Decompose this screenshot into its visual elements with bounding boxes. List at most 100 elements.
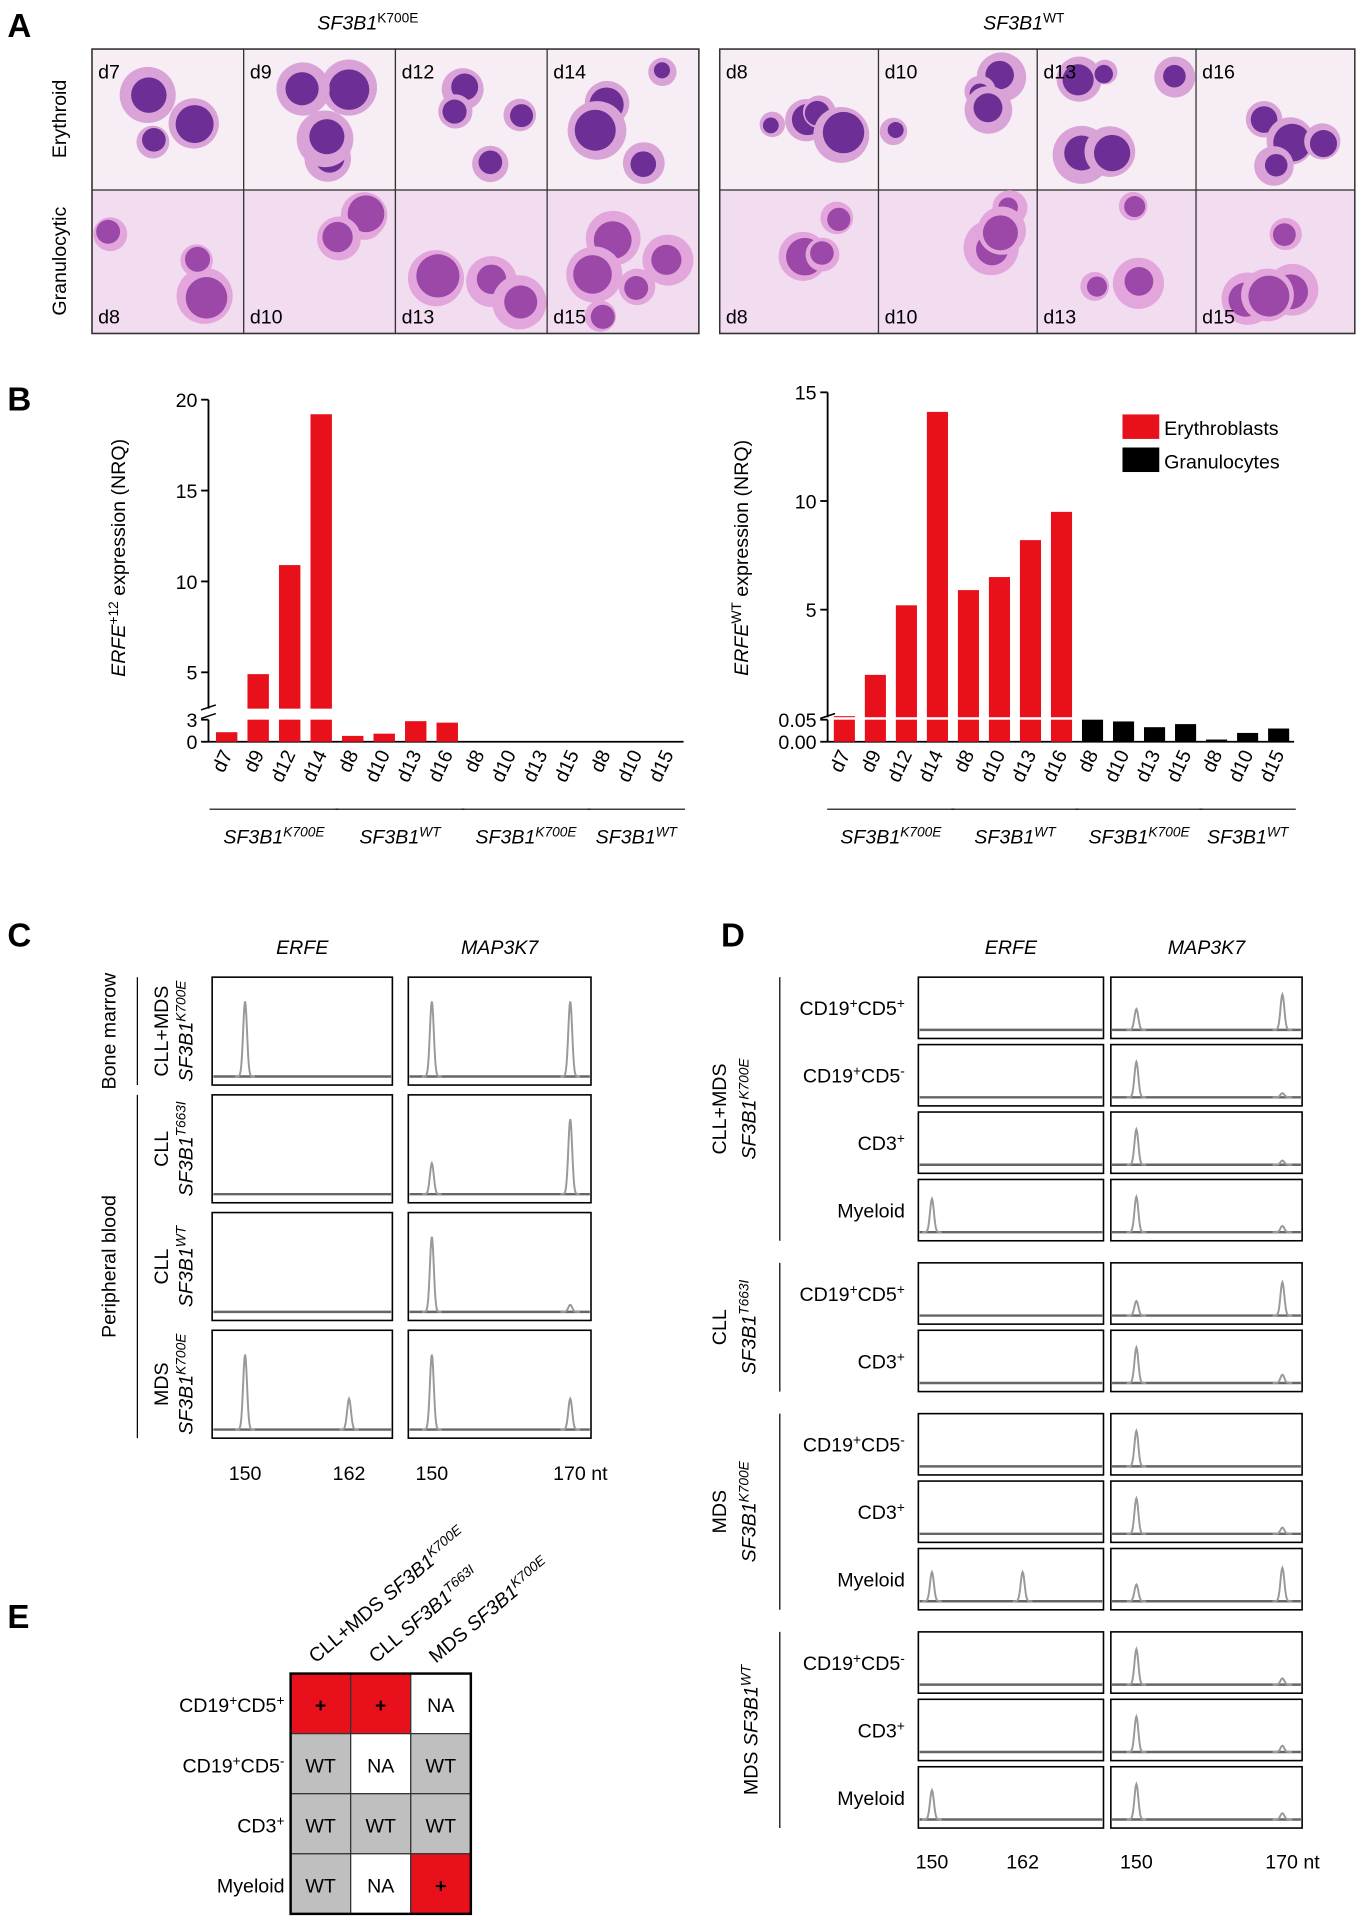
trace-peak <box>1272 1565 1293 1603</box>
text-segment: CD5 <box>861 1435 900 1457</box>
bar <box>833 719 855 742</box>
nucleus <box>887 121 904 138</box>
trace-box <box>407 1094 592 1204</box>
group-label: MDS SF3B1WT <box>738 1663 763 1795</box>
text-segment: - <box>280 1753 285 1768</box>
x-tick-label: d13 <box>519 747 553 786</box>
day-label: d9 <box>250 61 272 83</box>
row-label: CLL <box>151 1131 173 1167</box>
text-segment: K700E <box>377 10 418 25</box>
row-label: CLL+MDS <box>151 986 173 1077</box>
trace-peak <box>922 1196 942 1234</box>
text-segment: CD19 <box>799 998 849 1020</box>
text-segment: Myeloid <box>837 1788 905 1810</box>
row-label: CD19+CD5+ <box>179 1693 284 1717</box>
text-segment: CD5 <box>861 1653 900 1675</box>
trace-peak <box>1272 1224 1293 1234</box>
text-segment: CD5 <box>858 1284 897 1306</box>
bar <box>957 590 979 718</box>
y-tick-label: 0.00 <box>778 732 816 754</box>
legend-label: Granulocytes <box>1164 451 1280 473</box>
y-tick-label: 0 <box>187 732 198 754</box>
text-segment: CD5 <box>241 1755 280 1777</box>
cell-text: NA <box>367 1755 395 1777</box>
nucleus <box>309 119 345 155</box>
cell-text: + <box>435 1875 446 1897</box>
day-label: d8 <box>98 307 120 329</box>
trace-peak <box>560 1303 581 1313</box>
day-label: d8 <box>726 61 748 83</box>
trace-box <box>1110 1480 1303 1544</box>
text-segment: - <box>900 1432 905 1447</box>
nucleus <box>1309 130 1338 158</box>
text-segment: CD3 <box>858 1351 897 1373</box>
trace-box <box>1110 1178 1303 1242</box>
text-segment: + <box>229 1693 237 1708</box>
y-axis-label: ERFEWT expression (NRQ) <box>728 440 753 676</box>
bar <box>247 719 269 742</box>
trace-peak <box>1126 1344 1147 1384</box>
trace-peak <box>1126 1427 1147 1468</box>
nucleus <box>451 73 479 101</box>
trace-peak <box>422 1160 442 1196</box>
text-segment: WT <box>1267 824 1290 839</box>
column-header: MAP3K7 <box>1168 937 1246 959</box>
x-tick-label: d14 <box>914 747 948 786</box>
cell-text: WT <box>426 1815 457 1837</box>
group-label: SF3B1K700E <box>1088 824 1190 848</box>
nucleus <box>442 99 467 124</box>
trace-peak <box>1272 1159 1293 1166</box>
trace-peak <box>1126 1781 1147 1821</box>
trace-box <box>917 1178 1105 1242</box>
text-segment: MDS <box>741 1746 763 1795</box>
text-segment: K700E <box>423 1521 465 1560</box>
x-tick-label: d15 <box>645 747 679 786</box>
nucleus <box>762 117 779 134</box>
cell-text: WT <box>305 1755 336 1777</box>
x-tick-label: d8 <box>460 747 489 776</box>
group-label: SF3B1WT <box>596 824 679 848</box>
text-segment: SF3B1 <box>738 1315 760 1375</box>
column-header: MAP3K7 <box>461 937 539 959</box>
x-tick-label: d8 <box>334 747 363 776</box>
nucleus <box>1062 64 1094 96</box>
bar <box>342 735 364 742</box>
nucleus <box>982 215 1018 251</box>
trace-peak <box>1272 1677 1293 1686</box>
trace-peak <box>560 1396 581 1431</box>
row-label: CD3+ <box>858 1349 905 1374</box>
bar <box>1019 719 1042 742</box>
trace-box <box>917 1698 1105 1762</box>
text-segment: T663I <box>173 1101 188 1136</box>
nucleus <box>328 69 370 110</box>
group-label: SF3B1K700E <box>736 1058 760 1160</box>
text-segment: CLL+MDS <box>709 1063 731 1154</box>
text-segment: + <box>897 1500 905 1515</box>
y-tick-label: 3 <box>187 710 198 732</box>
group-label: SF3B1K700E <box>840 824 942 848</box>
nucleus <box>478 150 503 175</box>
row-label: CD19+CD5+ <box>799 996 904 1021</box>
row-label: SF3B1K700E <box>173 980 197 1082</box>
text-segment: expression (NRQ) <box>108 439 130 601</box>
micrograph-frame <box>718 48 1356 335</box>
trace-box <box>407 1211 592 1322</box>
bar <box>895 605 917 718</box>
x-tick-label: d10 <box>613 747 647 786</box>
text-segment: SF3B1 <box>475 827 535 849</box>
text-segment: SF3B1 <box>738 1100 760 1160</box>
day-label: d7 <box>98 61 120 83</box>
bar <box>864 674 886 718</box>
cell-text: WT <box>426 1755 457 1777</box>
text-segment: CLL <box>709 1309 731 1345</box>
trace-box <box>1110 1111 1303 1175</box>
bar <box>926 411 948 718</box>
text-segment: K700E <box>173 980 188 1022</box>
y-tick-label: 15 <box>176 481 198 503</box>
group-label: SF3B1K700E <box>223 824 325 848</box>
text-segment: WT <box>419 824 442 839</box>
text-segment: Myeloid <box>217 1875 285 1897</box>
text-segment: + <box>853 1650 861 1665</box>
nucleus <box>510 104 534 128</box>
x-tick-label: d10 <box>1100 747 1134 786</box>
